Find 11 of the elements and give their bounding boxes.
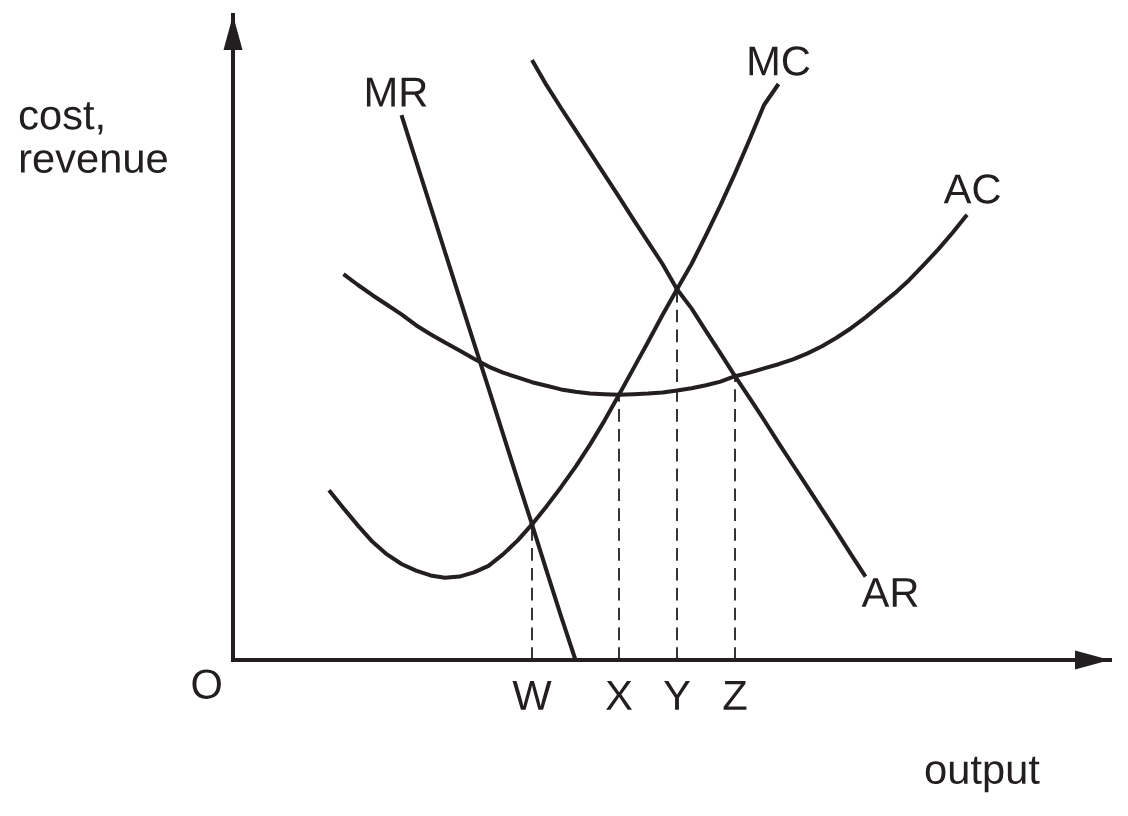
- series-label: MR: [366, 77, 427, 107]
- series-label: MC: [749, 46, 810, 76]
- text: O: [192, 669, 221, 699]
- series-label: AC: [943, 174, 1000, 204]
- x-tick-label: Z: [723, 680, 747, 710]
- y-axis-title: cost, revenue: [19, 102, 167, 173]
- x-axis-title: output: [925, 756, 1040, 793]
- x-tick-label: W: [512, 680, 552, 710]
- x-tick-label: X: [606, 680, 633, 710]
- series-label: AR: [861, 578, 918, 607]
- x-tick-label: Y: [664, 680, 690, 710]
